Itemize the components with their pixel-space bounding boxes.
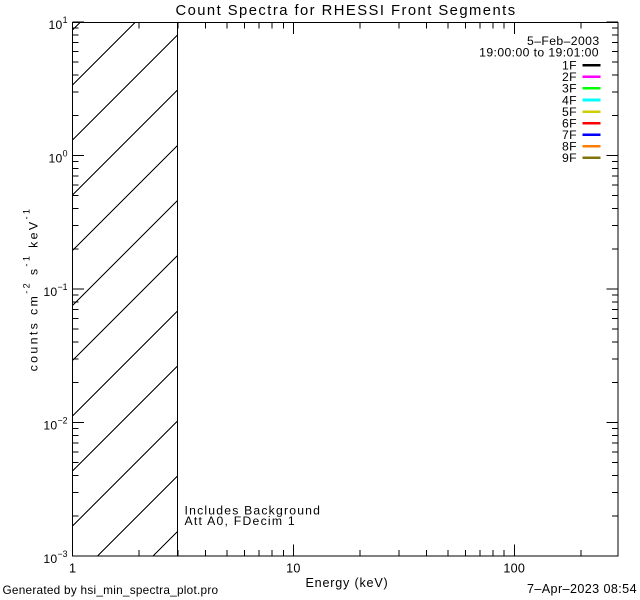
svg-text:3F: 3F	[562, 82, 577, 96]
svg-text:Generated by hsi_min_spectra_p: Generated by hsi_min_spectra_plot.pro	[3, 583, 219, 597]
svg-text:5–Feb–2003: 5–Feb–2003	[527, 34, 599, 48]
svg-text:9F: 9F	[562, 151, 577, 165]
svg-text:Att A0, FDecim 1: Att A0, FDecim 1	[185, 514, 296, 528]
svg-text:5F: 5F	[562, 105, 577, 119]
svg-text:Energy (keV): Energy (keV)	[305, 576, 388, 590]
svg-text:1F: 1F	[562, 59, 577, 73]
svg-text:counts cm-2 s-1 keV-1: counts cm-2 s-1 keV-1	[22, 207, 41, 372]
svg-text:2F: 2F	[562, 70, 577, 84]
svg-text:1: 1	[69, 562, 76, 576]
svg-text:100: 100	[503, 562, 525, 576]
svg-text:19:00:00 to 19:01:00: 19:00:00 to 19:01:00	[479, 46, 599, 60]
svg-text:4F: 4F	[562, 93, 577, 107]
svg-text:7F: 7F	[562, 128, 577, 142]
svg-text:6F: 6F	[562, 116, 577, 130]
svg-text:Includes Background: Includes Background	[185, 504, 322, 518]
svg-text:8F: 8F	[562, 140, 577, 154]
svg-text:Count Spectra for RHESSI Front: Count Spectra for RHESSI Front Segments	[175, 3, 516, 19]
svg-text:7–Apr–2023 08:54: 7–Apr–2023 08:54	[527, 582, 637, 596]
svg-text:10: 10	[286, 562, 301, 576]
